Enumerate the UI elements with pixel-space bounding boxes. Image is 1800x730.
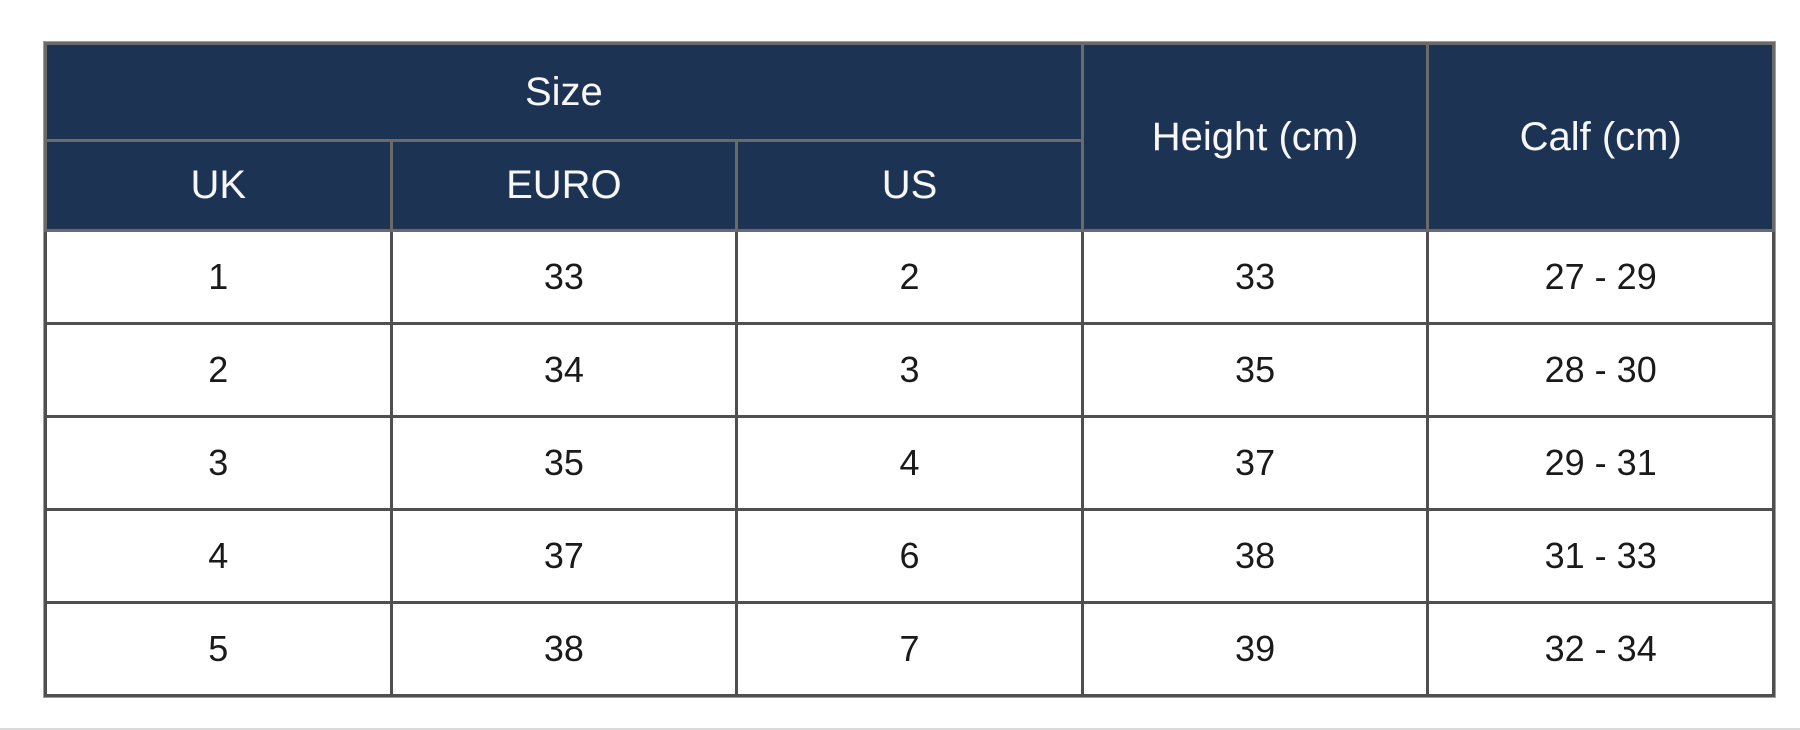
cell-height: 39 <box>1080 601 1430 697</box>
cell-uk: 2 <box>44 322 393 418</box>
column-header-uk: UK <box>44 139 393 232</box>
table-row: 1 33 2 33 27 - 29 <box>44 229 1775 325</box>
cell-calf: 28 - 30 <box>1426 322 1775 418</box>
cell-uk: 1 <box>44 229 393 325</box>
column-header-calf: Calf (cm) <box>1426 42 1775 232</box>
cell-calf: 31 - 33 <box>1426 508 1775 604</box>
size-chart-container: Size Height (cm) Calf (cm) UK EURO US 1 … <box>44 42 1775 697</box>
column-group-size: Size <box>44 42 1084 142</box>
cell-uk: 4 <box>44 508 393 604</box>
column-header-height: Height (cm) <box>1080 42 1430 232</box>
cell-calf: 27 - 29 <box>1426 229 1775 325</box>
cell-us: 6 <box>735 508 1084 604</box>
cell-us: 3 <box>735 322 1084 418</box>
cell-euro: 38 <box>389 601 739 697</box>
table-row: 2 34 3 35 28 - 30 <box>44 322 1775 418</box>
column-header-height-label: Height (cm) <box>1151 115 1359 159</box>
page-bottom-divider <box>0 728 1800 730</box>
cell-height: 38 <box>1080 508 1430 604</box>
column-header-calf-label: Calf (cm) <box>1519 115 1682 159</box>
cell-height: 33 <box>1080 229 1430 325</box>
cell-uk: 3 <box>44 415 393 511</box>
header-sub-row: UK EURO US <box>44 139 1774 232</box>
size-chart-header: Size Height (cm) Calf (cm) UK EURO US <box>44 42 1775 232</box>
cell-euro: 35 <box>389 415 739 511</box>
cell-calf: 29 - 31 <box>1426 415 1775 511</box>
cell-euro: 33 <box>389 229 739 325</box>
cell-us: 2 <box>735 229 1084 325</box>
size-chart-table: Size Height (cm) Calf (cm) UK EURO US 1 … <box>44 42 1775 697</box>
cell-height: 37 <box>1080 415 1430 511</box>
cell-uk: 5 <box>44 601 393 697</box>
table-row: 5 38 7 39 32 - 34 <box>44 601 1775 697</box>
table-row: 3 35 4 37 29 - 31 <box>44 415 1775 511</box>
size-chart-body: 1 33 2 33 27 - 29 2 34 3 35 28 - 30 3 35… <box>44 229 1775 697</box>
column-header-euro: EURO <box>389 139 739 232</box>
cell-euro: 37 <box>389 508 739 604</box>
cell-calf: 32 - 34 <box>1426 601 1775 697</box>
column-header-us: US <box>735 139 1084 232</box>
cell-us: 4 <box>735 415 1084 511</box>
cell-height: 35 <box>1080 322 1430 418</box>
cell-euro: 34 <box>389 322 739 418</box>
table-row: 4 37 6 38 31 - 33 <box>44 508 1775 604</box>
cell-us: 7 <box>735 601 1084 697</box>
header-group-row: Size Height (cm) Calf (cm) <box>44 42 1775 232</box>
